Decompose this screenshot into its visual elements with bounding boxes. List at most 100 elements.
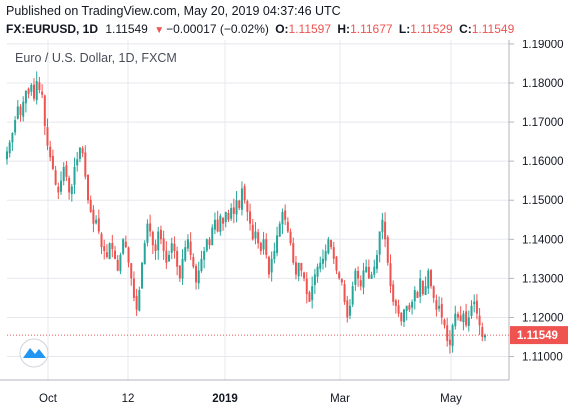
candle-body	[332, 247, 335, 259]
candle-body	[30, 84, 33, 92]
candle	[400, 312, 403, 326]
candle-body	[427, 270, 430, 289]
candle-body	[114, 250, 117, 259]
candle-body	[459, 315, 462, 322]
candle	[143, 240, 146, 265]
candle	[402, 308, 405, 328]
candle	[475, 293, 478, 320]
candle	[381, 212, 384, 240]
candle-body	[184, 247, 187, 261]
candle-body	[97, 218, 100, 232]
candle-body	[60, 180, 63, 192]
candle	[176, 246, 179, 276]
candle	[303, 271, 306, 282]
x-tick-label: Oct	[39, 393, 58, 405]
candle	[254, 222, 257, 245]
candle	[408, 302, 411, 313]
candle	[294, 255, 297, 280]
candle	[186, 234, 189, 252]
candle	[16, 100, 19, 120]
candle-body	[402, 309, 405, 322]
candle	[132, 271, 135, 302]
candles	[6, 71, 486, 354]
y-tick-label: 1.11000	[522, 352, 563, 364]
candle-body	[240, 188, 243, 210]
candle	[165, 241, 168, 269]
candle	[270, 251, 273, 282]
candle	[195, 263, 198, 290]
candle-body	[359, 280, 362, 287]
candle	[397, 299, 400, 317]
candle-body	[14, 120, 17, 133]
candle	[419, 269, 422, 304]
tradingview-logo-icon[interactable]	[19, 338, 49, 368]
candle-body	[181, 258, 184, 279]
candle	[473, 294, 476, 313]
candle-body	[138, 290, 141, 311]
last-price-text: 1.11549	[517, 330, 558, 342]
candle	[62, 162, 65, 186]
candle	[151, 230, 154, 254]
price-change: −0.00017 (−0.02%)	[166, 22, 269, 36]
candle	[33, 78, 36, 102]
candle-body	[265, 239, 268, 255]
candle-body	[330, 240, 333, 248]
x-tick-label: May	[440, 393, 462, 405]
candle-body	[429, 270, 432, 287]
candle	[443, 318, 446, 329]
candle	[389, 254, 392, 293]
candle	[375, 250, 378, 274]
candle-body	[351, 286, 354, 305]
candle-body	[294, 262, 297, 275]
candle-body	[481, 327, 484, 338]
candle-body	[130, 263, 133, 279]
candle	[146, 219, 149, 247]
candle-body	[340, 279, 343, 283]
price-chart[interactable]: 1.11000 1.12000 1.13000 1.14000 1.15000 1.160…	[0, 40, 577, 417]
candle	[8, 140, 11, 158]
candle-body	[65, 165, 68, 177]
candle	[81, 146, 84, 158]
candle	[189, 232, 192, 260]
candle	[87, 174, 90, 204]
candle	[224, 211, 227, 228]
chart-grid	[7, 40, 509, 380]
open-label: O:	[275, 22, 289, 36]
candle	[235, 190, 238, 223]
candle	[103, 239, 106, 260]
candle-body	[27, 88, 30, 94]
candle-body	[49, 146, 52, 158]
candle-body	[276, 235, 279, 253]
candle	[49, 140, 52, 162]
candle-body	[124, 241, 127, 248]
candle	[249, 203, 252, 231]
candle-body	[6, 151, 8, 160]
candle-body	[84, 152, 87, 177]
candle-body	[267, 256, 270, 275]
quote-line: FX:EURUSD, 1D 1.11549 ▼ −0.00017 (−0.02%)…	[6, 22, 514, 36]
candle	[470, 300, 473, 319]
candle-body	[216, 219, 219, 232]
candle	[11, 132, 14, 151]
candle-body	[321, 258, 324, 264]
candle	[30, 83, 33, 96]
candle	[203, 246, 206, 269]
candle-body	[408, 305, 411, 310]
candle-body	[386, 237, 389, 263]
candle-body	[365, 266, 368, 272]
candle	[332, 241, 335, 265]
open-value: 1.11597	[288, 22, 332, 36]
candle	[243, 183, 246, 204]
candle	[308, 290, 311, 302]
candle-body	[311, 286, 314, 301]
candle	[89, 195, 92, 213]
candle-body	[173, 243, 176, 252]
candle-body	[421, 280, 424, 295]
candle-body	[375, 254, 378, 269]
candle-body	[289, 231, 292, 244]
candle-body	[243, 186, 246, 201]
candle-body	[8, 142, 11, 154]
candle-body	[238, 200, 241, 209]
candle-body	[378, 231, 381, 255]
candle	[222, 216, 225, 231]
